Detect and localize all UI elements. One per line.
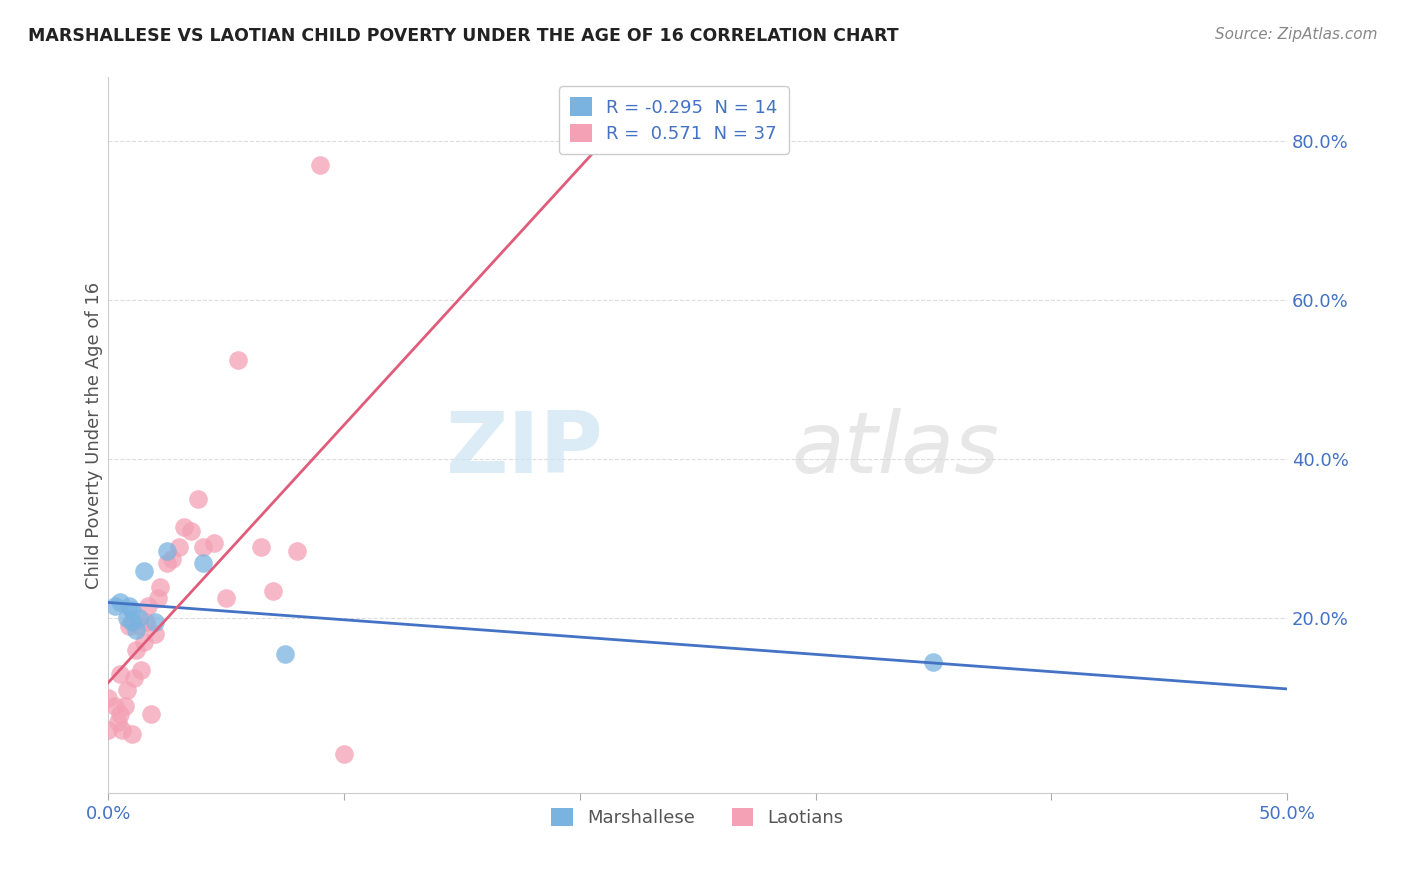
Point xyxy=(128,611,150,625)
Point xyxy=(128,619,150,633)
Point xyxy=(118,619,141,633)
Point xyxy=(108,595,131,609)
Point xyxy=(108,667,131,681)
Text: Source: ZipAtlas.com: Source: ZipAtlas.com xyxy=(1215,27,1378,42)
Text: MARSHALLESE VS LAOTIAN CHILD POVERTY UNDER THE AGE OF 16 CORRELATION CHART: MARSHALLESE VS LAOTIAN CHILD POVERTY UND… xyxy=(28,27,898,45)
Point xyxy=(143,627,166,641)
Point xyxy=(114,698,136,713)
Point xyxy=(115,611,138,625)
Point xyxy=(191,540,214,554)
Point xyxy=(285,543,308,558)
Point xyxy=(104,599,127,614)
Point xyxy=(121,727,143,741)
Point xyxy=(122,671,145,685)
Point xyxy=(111,723,134,737)
Point xyxy=(108,706,131,721)
Point xyxy=(191,556,214,570)
Point xyxy=(129,663,152,677)
Text: ZIP: ZIP xyxy=(446,409,603,491)
Point xyxy=(156,543,179,558)
Point xyxy=(125,624,148,638)
Point xyxy=(132,564,155,578)
Text: atlas: atlas xyxy=(792,409,1000,491)
Point xyxy=(149,580,172,594)
Point xyxy=(187,491,209,506)
Point xyxy=(160,551,183,566)
Point xyxy=(333,747,356,761)
Point xyxy=(262,583,284,598)
Point xyxy=(922,655,945,669)
Point xyxy=(139,706,162,721)
Point xyxy=(250,540,273,554)
Point xyxy=(115,682,138,697)
Point xyxy=(167,540,190,554)
Point xyxy=(226,352,249,367)
Point xyxy=(180,524,202,538)
Point xyxy=(97,723,120,737)
Point xyxy=(125,643,148,657)
Point xyxy=(136,599,159,614)
Point xyxy=(156,556,179,570)
Point xyxy=(118,599,141,614)
Point xyxy=(135,615,157,630)
Point xyxy=(97,690,120,705)
Point xyxy=(173,520,195,534)
Point xyxy=(143,615,166,630)
Y-axis label: Child Poverty Under the Age of 16: Child Poverty Under the Age of 16 xyxy=(86,282,103,589)
Point xyxy=(215,591,238,606)
Point xyxy=(121,603,143,617)
Point xyxy=(202,535,225,549)
Point xyxy=(132,635,155,649)
Point xyxy=(146,591,169,606)
Point xyxy=(107,714,129,729)
Point xyxy=(274,647,297,661)
Point xyxy=(104,698,127,713)
Legend: Marshallese, Laotians: Marshallese, Laotians xyxy=(544,801,851,834)
Point xyxy=(121,615,143,630)
Point xyxy=(309,158,332,172)
